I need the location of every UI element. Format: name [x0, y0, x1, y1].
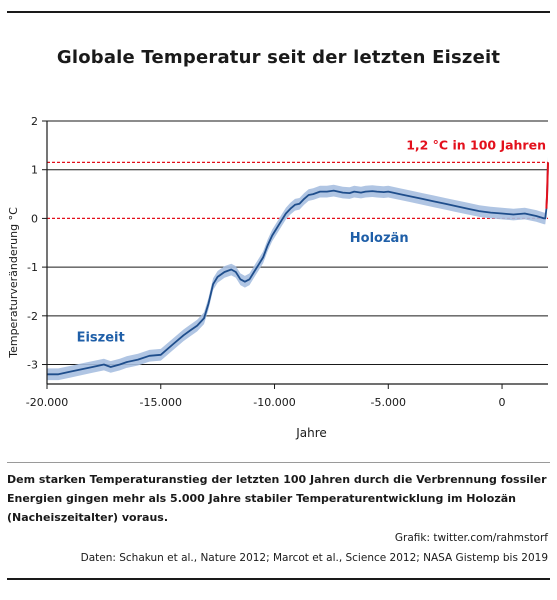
caption-text: Dem starken Temperaturanstieg der letzte…: [7, 473, 547, 524]
chart-title: Globale Temperatur seit der letzten Eisz…: [56, 47, 501, 68]
axes: -3 -2 -1 0 1 2 -20.000 -15.000 -10.000 -5.000 0: [26, 115, 548, 409]
temperature-line: [47, 162, 549, 376]
holocene-label: Holozän: [350, 231, 409, 246]
uncertainty-band: [47, 156, 548, 381]
x-axis-title: Jahre: [295, 426, 327, 440]
recent-warming-line: [545, 162, 549, 209]
x-tick-label: -10.000: [253, 396, 295, 409]
x-tick-label: -15.000: [140, 396, 182, 409]
chart-labels: Jahre Temperaturveränderung °C 1,2 °C in 1…: [7, 137, 546, 440]
data-source-credit: Daten: Schakun et al., Nature 2012; Marc…: [80, 552, 548, 564]
series-band: [47, 156, 548, 381]
y-tick-label: 1: [31, 164, 38, 177]
caption-divider: [7, 462, 550, 463]
x-tick-label: -20.000: [26, 396, 68, 409]
temperature-chart: -3 -2 -1 0 1 2 -20.000 -15.000 -10.000 -5.000 0 Ja…: [7, 115, 549, 440]
y-axis-title: Temperaturveränderung °C: [7, 207, 20, 359]
y-tick-label: -2: [27, 310, 38, 323]
x-tick-label: -5.000: [371, 396, 406, 409]
warming-annotation: 1,2 °C in 100 Jahren: [406, 137, 546, 152]
x-tick-label: 0: [499, 396, 506, 409]
bottom-rule: [7, 578, 550, 580]
top-rule: [7, 11, 550, 13]
reference-lines: [47, 161, 548, 220]
series-line: [47, 162, 549, 376]
gridlines: [47, 120, 548, 366]
ice-age-label: Eiszeit: [77, 331, 125, 346]
y-tick-label: 2: [31, 115, 38, 128]
y-tick-label: -1: [27, 261, 38, 274]
graphic-credit: Grafik: twitter.com/rahmstorf: [394, 532, 548, 544]
y-tick-label: -3: [27, 359, 38, 372]
y-tick-label: 0: [31, 212, 38, 225]
